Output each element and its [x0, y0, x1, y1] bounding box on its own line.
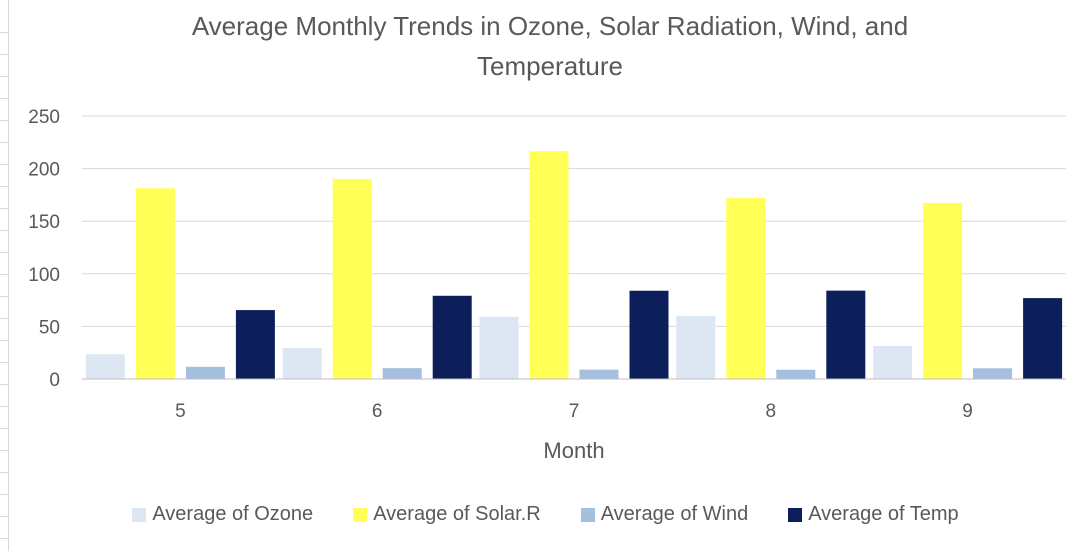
sheet-row-line [0, 362, 8, 363]
sheet-row-line [0, 186, 8, 187]
bar-average-of-temp-8 [826, 290, 866, 379]
x-tick-label: 7 [569, 401, 580, 422]
legend-swatch [353, 507, 368, 522]
sheet-row-line [0, 296, 8, 297]
bar-average-of-ozone-5 [85, 354, 125, 379]
sheet-row-line [0, 274, 8, 275]
legend-swatch [580, 507, 595, 522]
bar-average-of-temp-9 [1023, 298, 1063, 379]
bar-average-of-ozone-8 [676, 315, 716, 379]
sheet-row-line [0, 516, 8, 517]
legend-label: Average of Temp [808, 503, 959, 525]
legend-item: Average of Solar.R [353, 503, 541, 526]
bar-average-of-solar-r-7 [529, 151, 569, 379]
bar-average-of-wind-6 [382, 368, 422, 379]
bar-average-of-wind-9 [973, 368, 1013, 379]
legend-swatch [132, 507, 147, 522]
legend-item: Average of Temp [788, 503, 959, 526]
sheet-row-line [0, 252, 8, 253]
bar-average-of-ozone-6 [282, 348, 322, 379]
bar-average-of-solar-r-5 [135, 188, 175, 379]
x-tick-label: 6 [372, 401, 383, 422]
y-tick-label: 100 [28, 265, 60, 286]
bar-average-of-wind-8 [776, 369, 816, 379]
sheet-row-line [0, 98, 8, 99]
sheet-row-line [0, 494, 8, 495]
sheet-row-line [0, 428, 8, 429]
legend-label: Average of Solar.R [373, 503, 541, 525]
bar-average-of-temp-5 [235, 310, 275, 379]
y-tick-label: 150 [28, 212, 60, 233]
sheet-row-line [0, 76, 8, 77]
bar-average-of-solar-r-6 [332, 178, 372, 379]
bar-average-of-ozone-9 [873, 345, 913, 379]
bar-average-of-temp-7 [629, 290, 669, 379]
legend-label: Average of Wind [600, 503, 749, 525]
y-tick-label: 0 [49, 370, 60, 391]
y-tick-label: 200 [28, 160, 60, 181]
sheet-row-line [0, 120, 8, 121]
sheet-row-line [0, 340, 8, 341]
bar-average-of-solar-r-9 [923, 202, 963, 379]
spreadsheet-edge [0, 0, 9, 551]
sheet-row-line [0, 230, 8, 231]
x-tick-label: 8 [766, 401, 777, 422]
sheet-row-line [0, 208, 8, 209]
y-tick-label: 50 [39, 317, 60, 338]
chart-title: Average Monthly Trends in Ozone, Solar R… [191, 11, 909, 81]
bar-average-of-ozone-7 [479, 316, 519, 379]
legend-item: Average of Wind [580, 503, 749, 526]
bar-average-of-temp-6 [432, 295, 472, 379]
bar-chart: 0 50 100 150 200 250 5 6 7 8 9 Month [28, 107, 1066, 463]
x-axis-title: Month [543, 438, 604, 463]
sheet-row-line [0, 164, 8, 165]
chart-legend: Average of Ozone Average of Solar.R Averag… [0, 503, 1091, 526]
sheet-row-line [0, 142, 8, 143]
legend-label: Average of Ozone [152, 503, 314, 525]
sheet-row-line [0, 406, 8, 407]
bar-average-of-wind-5 [185, 366, 225, 379]
bar-average-of-solar-r-8 [726, 198, 766, 379]
sheet-row-line [0, 538, 8, 539]
x-tick-label: 9 [962, 401, 973, 422]
y-tick-label: 250 [28, 107, 60, 128]
legend-item: Average of Ozone [132, 503, 313, 526]
sheet-row-line [0, 450, 8, 451]
sheet-row-line [0, 472, 8, 473]
bar-average-of-wind-7 [579, 369, 619, 379]
sheet-row-line [0, 54, 8, 55]
sheet-row-line [0, 318, 8, 319]
legend-swatch [788, 507, 803, 522]
x-tick-label: 5 [175, 401, 186, 422]
sheet-row-line [0, 32, 8, 33]
sheet-row-line [0, 384, 8, 385]
